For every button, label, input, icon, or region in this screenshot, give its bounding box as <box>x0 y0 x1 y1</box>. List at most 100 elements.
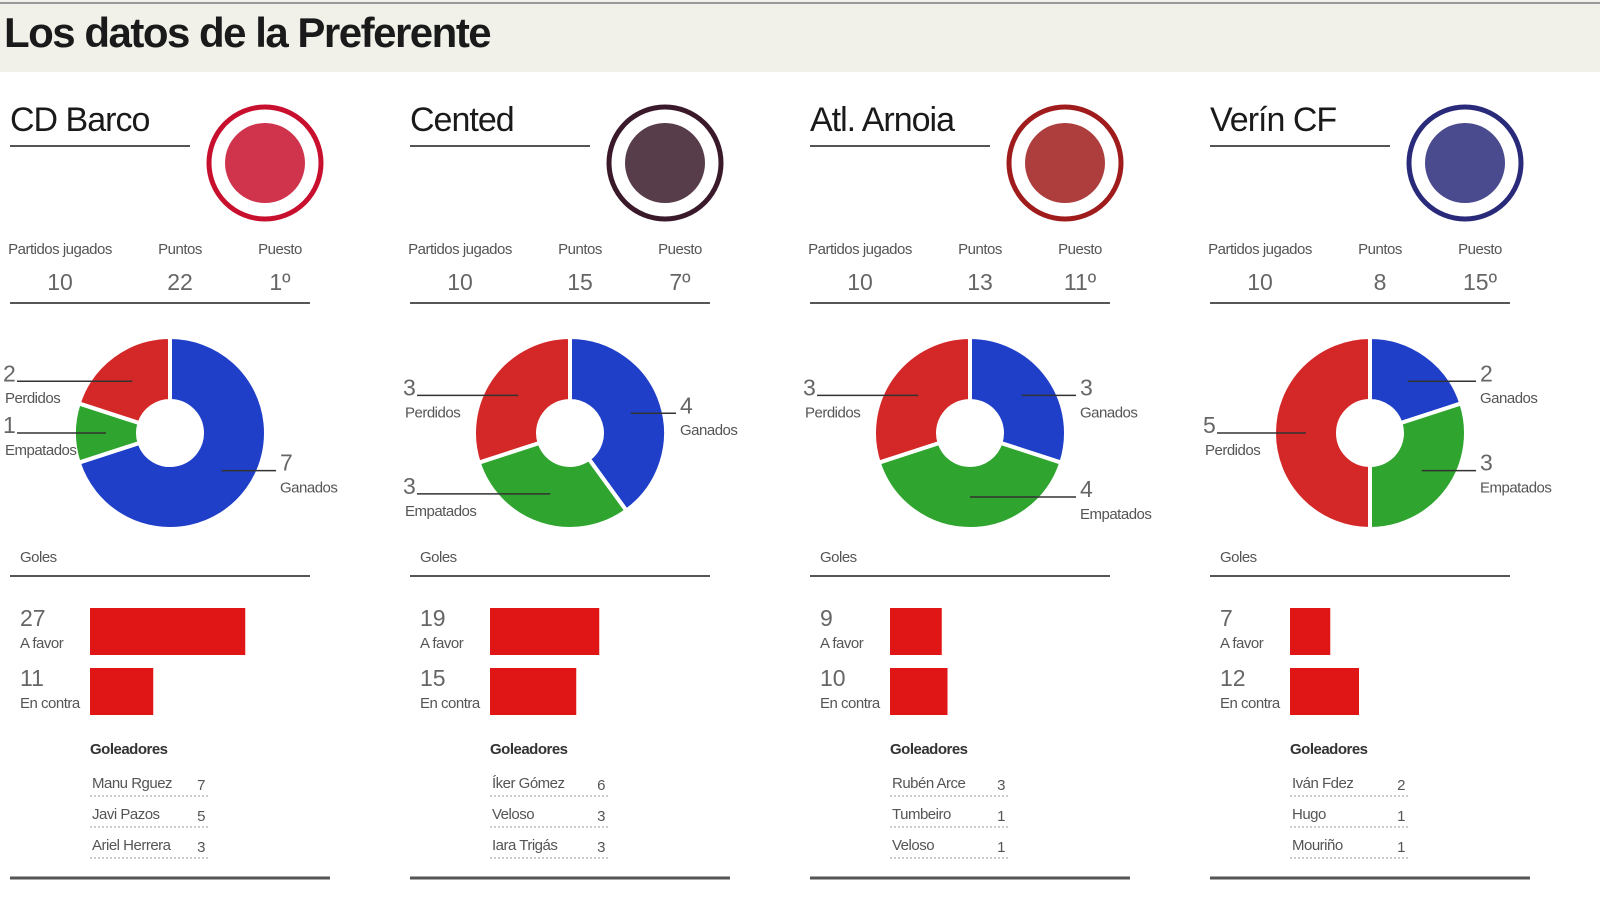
goal-value: 9 <box>820 605 833 631</box>
segment-value: 3 <box>803 374 816 400</box>
title-band <box>0 0 1600 72</box>
goal-value: 11 <box>20 665 44 691</box>
stat-value: 13 <box>967 269 993 295</box>
scorer-goals: 1 <box>1397 808 1405 825</box>
scorer-goals: 2 <box>1397 777 1405 794</box>
goal-bar <box>490 668 577 715</box>
scorer-goals: 1 <box>997 808 1005 825</box>
stat-label: Partidos jugados <box>1208 241 1312 258</box>
goal-label: A favor <box>420 635 464 652</box>
goal-label: En contra <box>420 695 481 712</box>
goal-value: 7 <box>1220 605 1233 631</box>
stat-value: 22 <box>167 269 193 295</box>
scorer-goals: 3 <box>997 777 1005 794</box>
donut-segment <box>568 334 668 514</box>
stat-value: 10 <box>847 269 873 295</box>
segment-label: Ganados <box>1080 404 1137 421</box>
scorer-name: Tumbeiro <box>892 806 951 823</box>
stat-label: Puesto <box>658 241 702 258</box>
scorers-heading: Goleadores <box>890 741 968 758</box>
scorer-name: Veloso <box>892 837 934 854</box>
goal-label: A favor <box>1220 635 1264 652</box>
donut-segment <box>472 334 572 466</box>
stat-label: Partidos jugados <box>808 241 912 258</box>
stat-label: Puesto <box>1458 241 1502 258</box>
stat-label: Puntos <box>958 241 1002 258</box>
team-name: Verín CF <box>1210 101 1336 139</box>
segment-value: 4 <box>1080 476 1093 502</box>
stat-value: 1º <box>269 269 291 295</box>
goal-label: En contra <box>20 695 81 712</box>
goal-label: A favor <box>20 635 64 652</box>
scorers-heading: Goleadores <box>90 741 168 758</box>
donut-segment <box>1272 334 1372 532</box>
scorer-goals: 7 <box>197 777 205 794</box>
goal-bar <box>1290 608 1331 655</box>
scorer-name: Veloso <box>492 806 534 823</box>
goals-heading: Goles <box>420 549 457 566</box>
segment-label: Perdidos <box>5 390 60 407</box>
goal-bar <box>90 608 246 655</box>
segment-label: Perdidos <box>1205 442 1260 459</box>
segment-value: 3 <box>403 473 416 499</box>
goal-value: 10 <box>820 665 846 691</box>
goal-bar <box>90 668 154 715</box>
segment-label: Empatados <box>1080 506 1151 523</box>
segment-value: 3 <box>1080 374 1093 400</box>
team-logo-inner <box>225 123 305 203</box>
stat-label: Puntos <box>158 241 202 258</box>
segment-value: 2 <box>1480 360 1493 386</box>
stat-label: Puesto <box>1058 241 1102 258</box>
goals-heading: Goles <box>1220 549 1257 566</box>
donut-segment <box>1368 400 1468 532</box>
scorer-name: Javi Pazos <box>92 806 160 823</box>
donut-segment <box>1368 334 1464 426</box>
stat-value: 10 <box>47 269 73 295</box>
scorer-name: Mouriño <box>1292 837 1343 854</box>
goal-value: 15 <box>420 665 446 691</box>
scorer-name: Íker Gómez <box>492 775 565 792</box>
goal-bar <box>1290 668 1359 715</box>
goal-value: 27 <box>20 605 46 631</box>
scorer-goals: 1 <box>997 839 1005 856</box>
scorer-goals: 3 <box>197 839 205 856</box>
stat-value: 10 <box>1247 269 1273 295</box>
segment-label: Empatados <box>5 442 76 459</box>
segment-label: Empatados <box>405 503 476 520</box>
segment-value: 2 <box>3 360 16 386</box>
scorers-heading: Goleadores <box>1290 741 1368 758</box>
stat-label: Puntos <box>558 241 602 258</box>
donut-segment <box>872 334 972 466</box>
goals-heading: Goles <box>20 549 57 566</box>
stat-label: Partidos jugados <box>8 241 112 258</box>
segment-value: 7 <box>280 450 293 476</box>
scorer-name: Ariel Herrera <box>92 837 172 854</box>
goal-label: En contra <box>820 695 881 712</box>
scorers-heading: Goleadores <box>490 741 568 758</box>
segment-value: 5 <box>1203 412 1216 438</box>
scorer-name: Hugo <box>1292 806 1326 823</box>
goal-label: En contra <box>1220 695 1281 712</box>
donut-segment <box>76 334 268 531</box>
scorer-goals: 3 <box>597 808 605 825</box>
segment-value: 1 <box>3 412 16 438</box>
stat-label: Partidos jugados <box>408 241 512 258</box>
team-name: CD Barco <box>10 101 149 139</box>
segment-label: Perdidos <box>805 404 860 421</box>
goal-bar <box>490 608 600 655</box>
segment-value: 3 <box>403 374 416 400</box>
segment-label: Ganados <box>280 480 337 497</box>
donut-segment <box>876 440 1064 531</box>
goal-label: A favor <box>820 635 864 652</box>
scorer-goals: 5 <box>197 808 205 825</box>
segment-value: 3 <box>1480 450 1493 476</box>
donut-segment <box>76 334 172 426</box>
scorer-name: Iara Trigás <box>492 837 557 854</box>
stat-value: 10 <box>447 269 473 295</box>
stat-value: 8 <box>1374 269 1387 295</box>
stat-label: Puesto <box>258 241 302 258</box>
stat-value: 11º <box>1064 269 1097 295</box>
team-logo-inner <box>625 123 705 203</box>
goal-bar <box>890 608 942 655</box>
